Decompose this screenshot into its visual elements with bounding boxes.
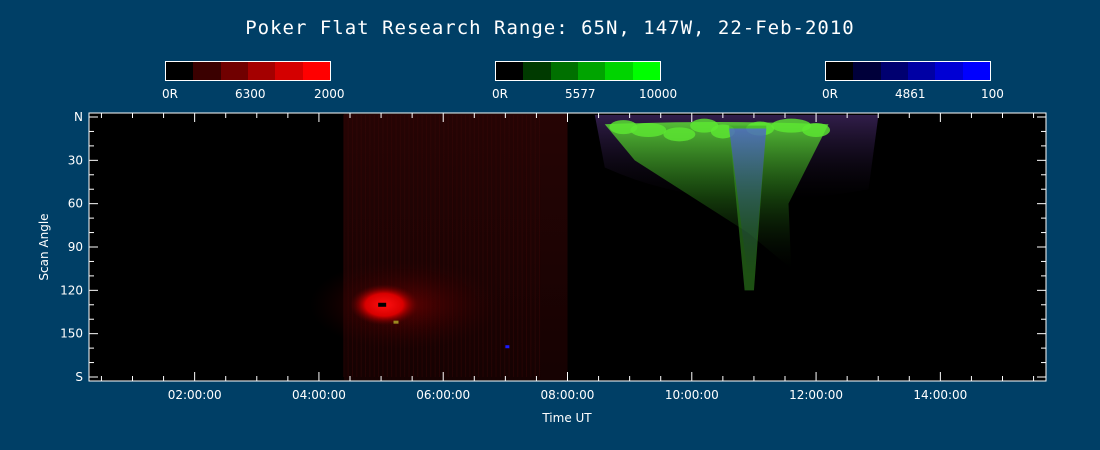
green-arc-segment	[802, 123, 831, 137]
colorbar-6300-scale	[165, 61, 331, 81]
green-arc-segment	[690, 118, 719, 133]
colorbar-swatch	[247, 62, 276, 80]
x-tick-label: 02:00:00	[168, 388, 222, 402]
colorbar-swatch	[880, 62, 908, 80]
yellow-spot	[393, 320, 399, 324]
colorbar-swatch	[275, 62, 303, 80]
x-tick-label: 04:00:00	[292, 388, 346, 402]
green-arc-segment	[630, 123, 667, 137]
colorbar-swatch	[550, 62, 578, 80]
colorbar-5577-mid-label: 5577	[565, 87, 596, 101]
x-tick-label: 12:00:00	[789, 388, 843, 402]
colorbar-swatch	[962, 62, 990, 80]
colorbar-6300-max-label: 2000	[314, 87, 345, 101]
green-arc-segment	[663, 127, 696, 142]
green-5577-emission	[604, 122, 829, 269]
y-tick-label: 90	[68, 240, 83, 254]
y-tick-label: 120	[60, 283, 83, 297]
colorbar-6300-mid-label: 6300	[235, 87, 266, 101]
y-axis-label: Scan Angle	[37, 213, 51, 280]
colorbar-swatch	[220, 62, 248, 80]
aurora-emissions	[310, 114, 879, 380]
colorbar-swatch	[907, 62, 936, 80]
colorbar-swatch	[302, 62, 330, 80]
x-tick-label: 10:00:00	[665, 388, 719, 402]
colorbar-swatch	[577, 62, 606, 80]
x-axis-label: Time UT	[541, 411, 592, 425]
x-tick-label: 06:00:00	[416, 388, 470, 402]
page-title: Poker Flat Research Range: 65N, 147W, 22…	[245, 17, 855, 39]
colorbar-swatch	[853, 62, 881, 80]
x-axis: 02:00:00 04:00:00 06:00:00 08:00:00 10:00:00…	[100, 113, 1035, 402]
colorbar-5577-scale	[495, 61, 661, 81]
colorbar-4861-min-label: 0R	[822, 87, 838, 101]
colorbar-5577-min-label: 0R	[492, 87, 508, 101]
y-tick-label: 60	[68, 197, 83, 211]
y-tick-label: N	[74, 110, 83, 124]
colorbar-swatch	[523, 62, 551, 80]
colorbar-swatch	[826, 62, 854, 80]
y-tick-label: 30	[68, 153, 83, 167]
colorbar-5577: 0R 5577 10000	[492, 61, 677, 101]
colorbar-4861-mid-label: 4861	[895, 87, 926, 101]
colorbar-4861-scale	[825, 61, 991, 81]
x-tick-label: 14:00:00	[913, 388, 967, 402]
x-tick-label: 08:00:00	[541, 388, 595, 402]
colorbar-swatch	[166, 62, 194, 80]
colorbar-swatch	[935, 62, 963, 80]
blue-4861-emission	[729, 128, 767, 276]
green-arc-segment	[771, 118, 812, 133]
colorbar-swatch	[496, 62, 524, 80]
colorbar-swatch	[632, 62, 660, 80]
y-tick-label: 150	[60, 327, 83, 341]
colorbar-5577-max-label: 10000	[639, 87, 678, 101]
red-emission-core-gap	[378, 302, 387, 307]
colorbar-swatch	[193, 62, 221, 80]
colorbar-4861-max-label: 100	[981, 87, 1004, 101]
colorbar-6300-min-label: 0R	[162, 87, 178, 101]
y-tick-label: S	[75, 370, 83, 384]
y-axis: N 30 60 90 120 150 S	[60, 110, 1046, 384]
colorbar-4861: 0R 4861 100	[822, 61, 1004, 101]
blue-spot	[505, 345, 510, 349]
colorbar-swatch	[605, 62, 633, 80]
green-arc-segment	[710, 124, 735, 139]
colorbar-6300: 0R 6300 2000	[162, 61, 345, 101]
